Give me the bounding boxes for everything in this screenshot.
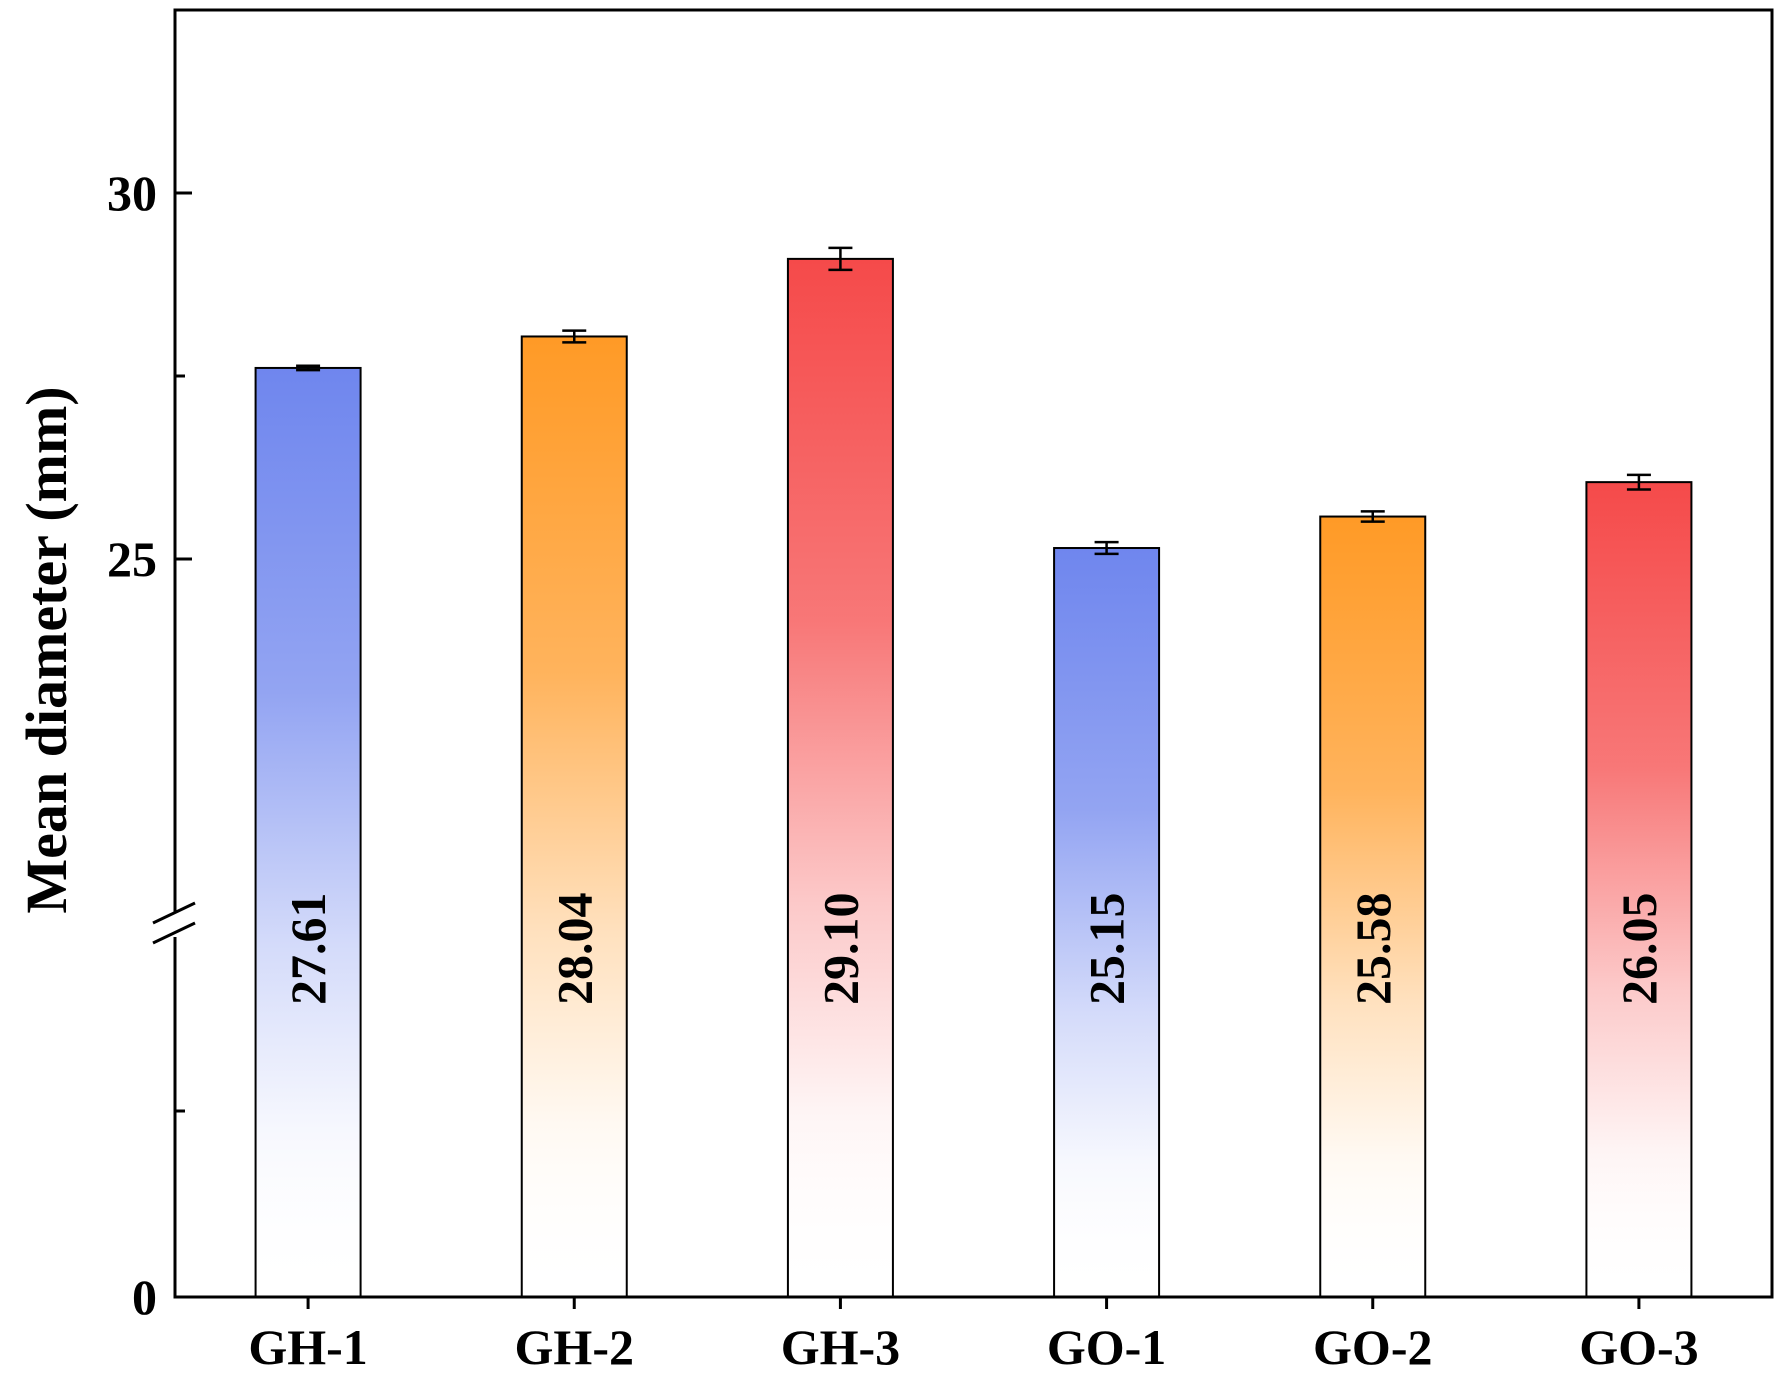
- x-tick-label-go-2: GO-2: [1313, 1319, 1432, 1375]
- x-tick-label-gh-2: GH-2: [515, 1319, 634, 1375]
- bar-go-3: [1585, 481, 1693, 1298]
- plot-frame: [173, 8, 1774, 1299]
- value-label-go-3: 26.05: [1611, 893, 1667, 1006]
- error-bar-go-3: [1626, 473, 1651, 491]
- value-label-gh-3: 29.10: [812, 893, 868, 1006]
- y-tick-label-0: 0: [132, 1269, 157, 1325]
- value-label-gh-2: 28.04: [546, 893, 602, 1006]
- value-label-go-1: 25.15: [1079, 893, 1135, 1006]
- x-tick-label-gh-1: GH-1: [248, 1319, 367, 1375]
- y-axis-title: Mean diameter (mm): [14, 386, 79, 913]
- x-tick-label-go-1: GO-1: [1047, 1319, 1166, 1375]
- error-bar-gh-3: [828, 246, 853, 272]
- value-label-go-2: 25.58: [1345, 893, 1401, 1006]
- x-tick-label-go-3: GO-3: [1579, 1319, 1698, 1375]
- bars-layer: [254, 257, 1693, 1298]
- y-tick-label-25: 25: [107, 531, 157, 587]
- error-bar-gh-2: [562, 329, 587, 344]
- bar-gh-1: [254, 366, 362, 1298]
- error-bar-gh-1: [296, 364, 321, 372]
- axis-break-marker: [152, 901, 196, 945]
- bar-gh-2: [520, 335, 628, 1298]
- error-bar-go-1: [1094, 540, 1119, 556]
- error-bars-layer: [296, 246, 1651, 556]
- x-tick-label-gh-3: GH-3: [781, 1319, 900, 1375]
- axes-layer: GH-1 GH-2 GH-3 GO-1 GO-2 GO-3 0 25 30: [107, 8, 1774, 1375]
- bar-go-1: [1053, 547, 1161, 1298]
- error-bar-go-2: [1360, 510, 1385, 523]
- bar-go-2: [1319, 515, 1427, 1298]
- bar-gh-3: [786, 257, 894, 1298]
- data-labels-layer: 27.61 28.04 29.10 25.15 25.58 26.05: [280, 893, 1667, 1006]
- y-tick-label-30: 30: [107, 165, 157, 221]
- value-label-gh-1: 27.61: [280, 893, 336, 1006]
